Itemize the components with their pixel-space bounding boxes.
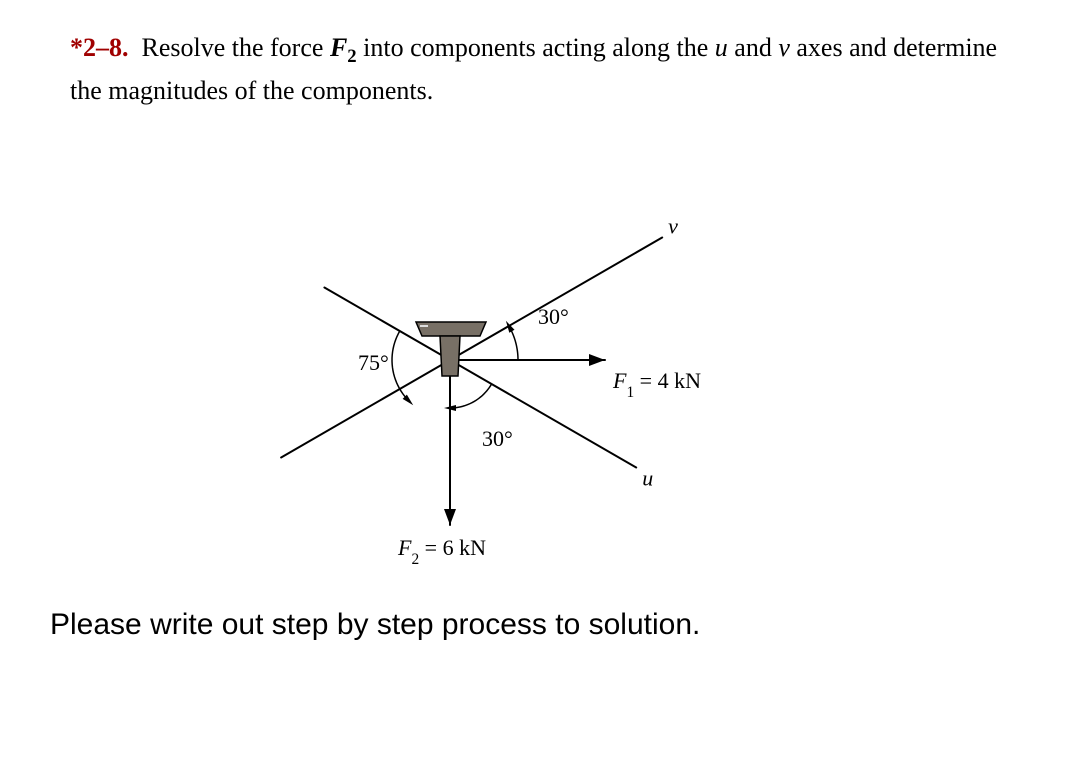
svg-text:F1 = 4 kN: F1 = 4 kN	[612, 368, 701, 401]
force-F2-prefix: F	[330, 33, 347, 62]
text-after: into components acting along the	[357, 33, 715, 62]
axis-v-inline: v	[778, 33, 790, 62]
request-text: Please write out step by step process to…	[50, 608, 1050, 642]
svg-text:75°: 75°	[358, 350, 389, 375]
svg-text:u: u	[642, 466, 653, 491]
text-before: Resolve the force	[142, 33, 330, 62]
svg-text:v: v	[668, 214, 678, 239]
origin-indicator	[416, 322, 486, 376]
force-F2-sub: 2	[347, 46, 356, 67]
svg-text:F2 = 6 kN: F2 = 6 kN	[397, 535, 486, 568]
svg-text:30°: 30°	[538, 304, 569, 329]
problem-number: *2–8.	[70, 33, 129, 62]
force-diagram: v u F1 = 4 kN F2 = 6 kN 30° 30° 75°	[220, 190, 780, 590]
svg-text:30°: 30°	[482, 426, 513, 451]
text-and: and	[728, 33, 779, 62]
axis-u-inline: u	[715, 33, 728, 62]
problem-statement: *2–8. Resolve the force F2 into componen…	[70, 28, 1020, 111]
